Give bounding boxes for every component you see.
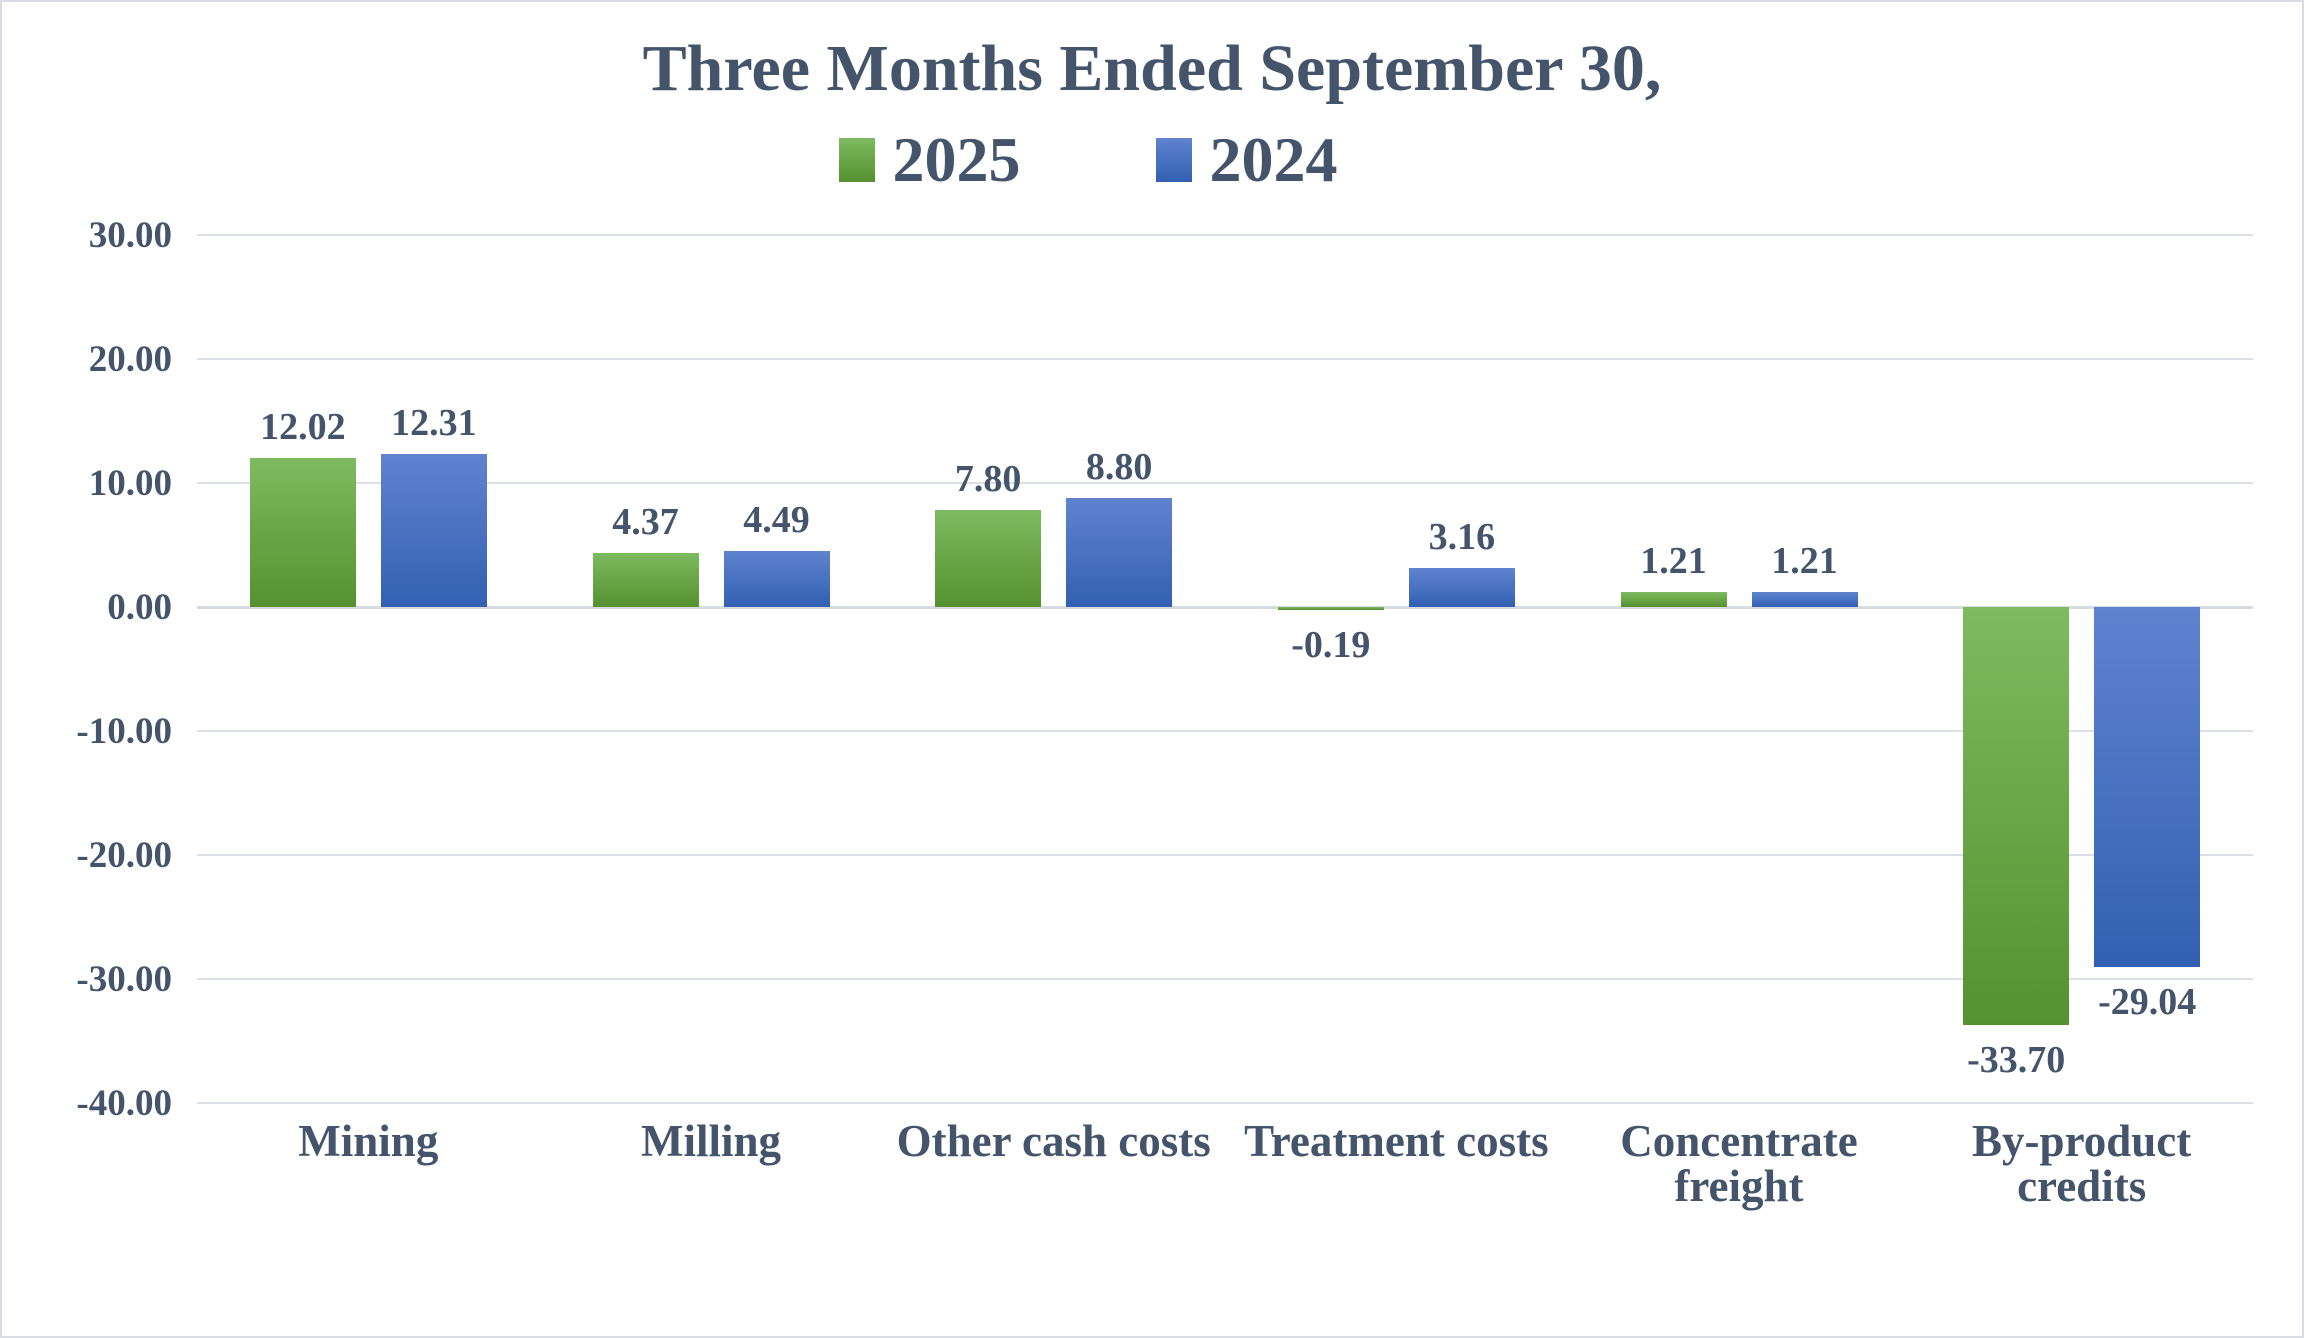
- category-label: Treatment costs: [1244, 1116, 1549, 1166]
- bar-2024: [380, 454, 487, 607]
- gridline: [197, 854, 2253, 856]
- bar-2024: [1751, 591, 1858, 607]
- bar-value-label: 8.80: [1085, 445, 1153, 488]
- gridline: [197, 358, 2253, 360]
- bar-value-label: 1.21: [1640, 540, 1707, 582]
- bar-2024: [2094, 607, 2201, 968]
- gridline: [197, 730, 2253, 732]
- bar-value-label: -33.70: [1967, 1038, 2066, 1081]
- chart-title: Three Months Ended September 30,: [642, 32, 1662, 105]
- legend-label-2025: 2025: [892, 124, 1021, 195]
- bar-value-label: -29.04: [2098, 981, 2197, 1024]
- y-tick-label: -40.00: [76, 1083, 172, 1124]
- gridline: [197, 978, 2253, 980]
- bar-2025: [592, 552, 699, 607]
- y-tick-label: 10.00: [88, 463, 172, 504]
- legend-item-2025: 2025: [838, 124, 1021, 195]
- y-tick-label: 0.00: [107, 587, 172, 628]
- bar-value-label: 3.16: [1428, 515, 1496, 558]
- legend: 2025 2024: [2, 124, 2238, 195]
- bar-2024: [1408, 567, 1515, 607]
- bar-value-label: 12.31: [391, 402, 477, 445]
- gridline: [197, 606, 2253, 609]
- bar-value-label: 4.37: [612, 500, 679, 543]
- bar-2024: [1066, 497, 1173, 607]
- bar-2025: [249, 457, 356, 607]
- bar-2025: [935, 510, 1042, 607]
- bar-2025: [1620, 591, 1727, 607]
- category-label: Milling: [640, 1116, 781, 1166]
- y-tick-label: -30.00: [76, 959, 172, 1000]
- legend-item-2024: 2024: [1155, 124, 1338, 195]
- gridline: [197, 234, 2253, 236]
- bar-2025: [1277, 607, 1384, 610]
- bar-value-label: -0.19: [1291, 623, 1371, 666]
- gridline: [197, 482, 2253, 484]
- bar-value-label: 1.21: [1771, 540, 1838, 582]
- bar-2025: [1963, 607, 2070, 1025]
- category-label: By-product credits: [1972, 1116, 2192, 1211]
- plot-area: 12.02 4.37 7.80 -0.19 1.21 -33.70 12.31 4.49 8.8…: [197, 234, 2253, 1209]
- y-tick-label: -20.00: [76, 835, 172, 876]
- bar-value-label: 7.80: [954, 458, 1022, 501]
- y-tick-label: 30.00: [88, 215, 172, 256]
- bar-value-label: 4.49: [743, 499, 810, 542]
- legend-swatch-2024-icon: [1155, 138, 1192, 182]
- category-label: Other cash costs: [896, 1116, 1211, 1166]
- category-label: Concentrate freight: [1620, 1116, 1858, 1211]
- y-tick-label: -10.00: [76, 711, 172, 752]
- legend-swatch-2025-icon: [838, 138, 875, 182]
- bar-value-label: 12.02: [260, 405, 346, 448]
- category-label: Mining: [298, 1116, 439, 1166]
- bar-2024: [723, 551, 830, 607]
- gridline: [197, 1102, 2253, 1104]
- y-tick-label: 20.00: [88, 339, 172, 380]
- legend-label-2024: 2024: [1209, 124, 1338, 195]
